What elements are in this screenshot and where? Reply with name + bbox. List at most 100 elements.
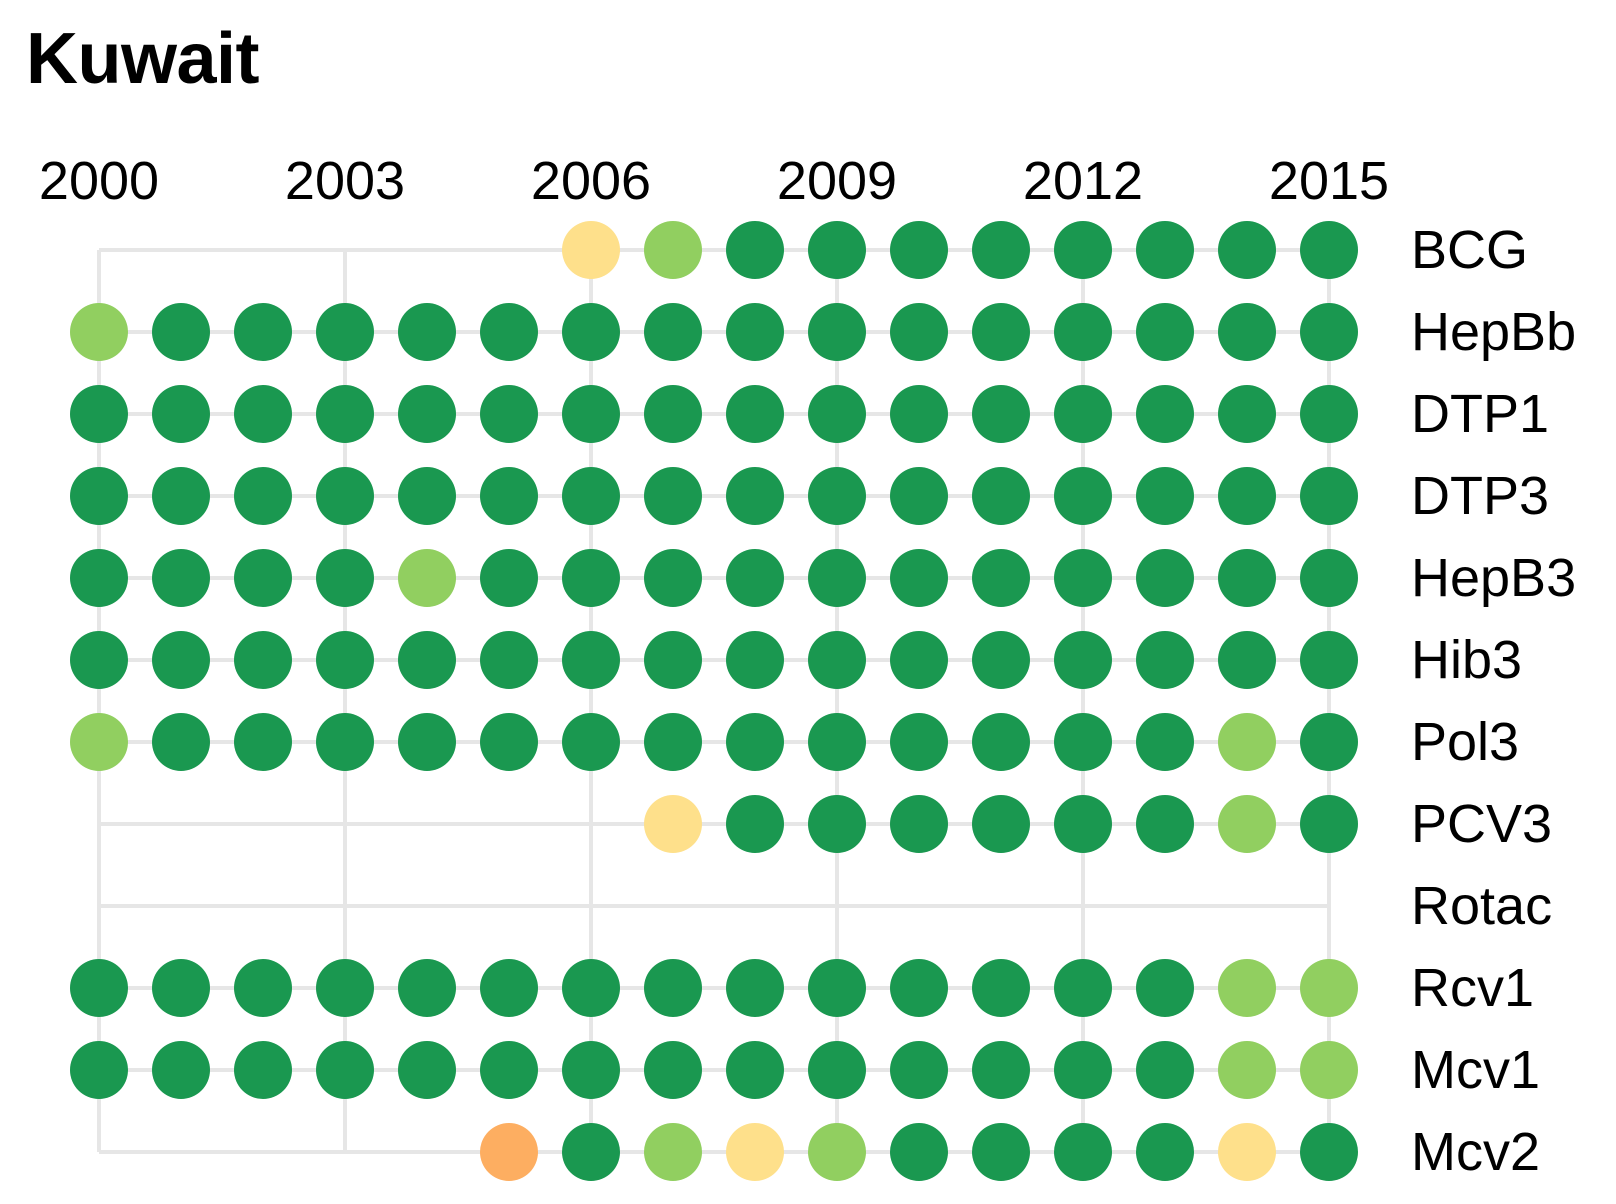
coverage-dot — [1054, 221, 1112, 279]
coverage-dot — [152, 713, 210, 771]
coverage-dot — [316, 303, 374, 361]
x-tick-label: 2000 — [39, 151, 159, 211]
coverage-dot — [726, 795, 784, 853]
coverage-dot — [644, 1041, 702, 1099]
coverage-dot — [1054, 631, 1112, 689]
coverage-dot — [890, 467, 948, 525]
coverage-dot — [972, 221, 1030, 279]
coverage-dot — [972, 467, 1030, 525]
coverage-dot — [1136, 303, 1194, 361]
coverage-dot — [890, 385, 948, 443]
coverage-dot — [152, 467, 210, 525]
coverage-dot — [152, 549, 210, 607]
coverage-dot — [1054, 713, 1112, 771]
row-label: DTP3 — [1411, 466, 1549, 526]
row-label: HepBb — [1411, 302, 1576, 362]
x-tick-label: 2015 — [1269, 151, 1389, 211]
coverage-dot — [644, 385, 702, 443]
coverage-dot — [808, 1041, 866, 1099]
coverage-dot — [726, 549, 784, 607]
coverage-dot — [316, 713, 374, 771]
coverage-dot — [1300, 713, 1358, 771]
coverage-dot — [234, 303, 292, 361]
coverage-dot — [316, 959, 374, 1017]
coverage-dot — [1218, 795, 1276, 853]
row-label: Rcv1 — [1411, 958, 1534, 1018]
coverage-dot — [1054, 303, 1112, 361]
coverage-dot — [316, 467, 374, 525]
coverage-dot — [644, 959, 702, 1017]
coverage-dot — [562, 549, 620, 607]
coverage-dot — [562, 631, 620, 689]
coverage-dot — [808, 631, 866, 689]
coverage-dot — [152, 385, 210, 443]
coverage-dot — [480, 385, 538, 443]
coverage-dot — [1218, 467, 1276, 525]
coverage-dot — [972, 631, 1030, 689]
coverage-dot — [1136, 385, 1194, 443]
coverage-dot — [972, 549, 1030, 607]
coverage-dot — [1136, 795, 1194, 853]
coverage-dot — [70, 467, 128, 525]
x-tick-label: 2009 — [777, 151, 897, 211]
coverage-dot — [1218, 549, 1276, 607]
coverage-dot — [480, 959, 538, 1017]
coverage-dot — [890, 1041, 948, 1099]
coverage-dot — [1218, 221, 1276, 279]
coverage-dot — [70, 549, 128, 607]
coverage-dot — [644, 549, 702, 607]
coverage-dot — [1136, 549, 1194, 607]
row-label: PCV3 — [1411, 794, 1552, 854]
row-label: Pol3 — [1411, 712, 1519, 772]
coverage-dot — [562, 959, 620, 1017]
coverage-dot — [1300, 959, 1358, 1017]
coverage-dot — [644, 303, 702, 361]
coverage-dot — [398, 303, 456, 361]
coverage-dot — [726, 385, 784, 443]
coverage-dot — [70, 1041, 128, 1099]
coverage-dot — [1136, 1123, 1194, 1181]
coverage-dot — [808, 467, 866, 525]
coverage-dot — [890, 631, 948, 689]
coverage-dot — [1136, 631, 1194, 689]
coverage-dot — [1218, 631, 1276, 689]
coverage-dot — [152, 1041, 210, 1099]
coverage-dot — [1054, 1123, 1112, 1181]
coverage-dot — [972, 1123, 1030, 1181]
coverage-dot — [644, 1123, 702, 1181]
coverage-dot — [808, 959, 866, 1017]
coverage-dot — [972, 713, 1030, 771]
coverage-dot — [480, 467, 538, 525]
coverage-dot — [1218, 303, 1276, 361]
row-label: Hib3 — [1411, 630, 1522, 690]
vaccine-labels: BCG HepBb DTP1 DTP3 HepB3 Hib3 Pol3 PCV3 Rotac Rc… — [1411, 220, 1576, 1182]
coverage-dot — [726, 1041, 784, 1099]
coverage-dots — [70, 221, 1358, 1181]
coverage-dot — [972, 795, 1030, 853]
coverage-dot — [1218, 713, 1276, 771]
coverage-dot — [1054, 795, 1112, 853]
coverage-dot — [398, 959, 456, 1017]
coverage-dot — [890, 303, 948, 361]
coverage-dot — [70, 959, 128, 1017]
coverage-dot — [234, 959, 292, 1017]
coverage-dot — [1054, 959, 1112, 1017]
coverage-dot — [890, 959, 948, 1017]
coverage-dot — [234, 549, 292, 607]
coverage-dot — [398, 549, 456, 607]
chart-title: Kuwait — [26, 19, 260, 99]
coverage-dot — [890, 1123, 948, 1181]
coverage-dot — [1300, 385, 1358, 443]
coverage-dot — [1136, 221, 1194, 279]
coverage-dot — [480, 549, 538, 607]
coverage-dot — [70, 303, 128, 361]
coverage-dot — [1136, 713, 1194, 771]
row-label: BCG — [1411, 220, 1528, 280]
coverage-dot — [890, 713, 948, 771]
coverage-dot — [644, 795, 702, 853]
coverage-dot — [562, 303, 620, 361]
coverage-dot — [316, 1041, 374, 1099]
coverage-dot — [562, 1123, 620, 1181]
coverage-dot — [234, 385, 292, 443]
coverage-dot — [726, 959, 784, 1017]
